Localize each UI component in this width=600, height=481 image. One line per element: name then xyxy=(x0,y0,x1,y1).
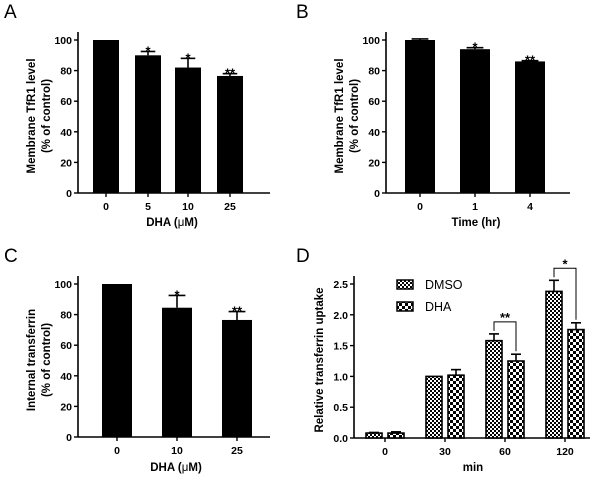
panel-b-bar-4 xyxy=(515,61,545,193)
panel-d-ytick-label: 1.0 xyxy=(333,371,348,383)
panel-c-ytick-label: 0 xyxy=(66,432,72,444)
panel-c-bar-10 xyxy=(162,307,192,437)
panel-a-significance-marker: ** xyxy=(225,66,236,81)
panel-c-ytick-label: 80 xyxy=(60,310,72,322)
panel-b-ytick-label: 40 xyxy=(368,127,380,139)
panel-c-xlabel-unit: μ xyxy=(182,462,189,474)
panel-d-bar-dmso-30 xyxy=(425,375,443,439)
panel-d-bar-dmso-0 xyxy=(365,432,383,439)
panel-d-bar-dha-30 xyxy=(447,374,465,439)
panel-letter-d: D xyxy=(296,246,310,267)
panel-b-ytick-label: 80 xyxy=(368,66,380,78)
panel-c-significance-marker: * xyxy=(174,287,180,302)
panel-d-ytick-label: 2.0 xyxy=(333,310,348,322)
panel-d-xtick-label: 0 xyxy=(382,446,388,458)
panel-d-ytick-label: 2.5 xyxy=(333,279,348,291)
panel-d-ytick-label: 0.5 xyxy=(333,402,348,414)
panel-c-bar-0 xyxy=(102,284,132,437)
panel-a-ytick-label: 80 xyxy=(60,66,72,78)
panel-a-xtick-label: 5 xyxy=(145,201,151,213)
panel-a-ylabel-line2: (% of control) xyxy=(41,79,53,153)
panel-a-xlabel-prefix: DHA ( xyxy=(146,217,178,229)
panel-c-ytick-label: 40 xyxy=(60,371,72,383)
panel-c-ytick-label: 20 xyxy=(60,401,72,413)
panel-a-xtick-label: 10 xyxy=(182,201,194,213)
panel-d-bar-dha-0 xyxy=(387,432,405,439)
panel-letter-b: B xyxy=(296,2,309,23)
panel-b-xtick-label: 1 xyxy=(472,201,478,213)
legend-swatch-dmso xyxy=(396,279,414,290)
panel-a-xlabel-unit: μ xyxy=(178,217,185,229)
panel-c-ytick-label: 100 xyxy=(54,279,72,291)
legend-label-dmso: DMSO xyxy=(425,278,463,292)
panel-b-ytick-label: 0 xyxy=(374,188,380,200)
panel-a-xlabel-suffix: M) xyxy=(184,217,198,229)
panel-a-ytick-label: 0 xyxy=(66,188,72,200)
panel-d-significance-marker: * xyxy=(562,256,568,271)
panel-letter-c: C xyxy=(4,246,18,267)
panel-a-xlabel: DHA (μM) xyxy=(146,217,198,229)
panel-b-xtick-label: 4 xyxy=(527,201,533,213)
panel-d-significance-marker: ** xyxy=(500,310,511,325)
panel-c-xtick-label: 10 xyxy=(171,445,183,457)
panel-b-significance-marker: * xyxy=(472,40,478,55)
panel-a-ytick-label: 100 xyxy=(54,35,72,47)
panel-c-significance-marker: ** xyxy=(232,304,243,319)
panel-a-ytick-label: 40 xyxy=(60,127,72,139)
panel-a-chart: Membrane TfR1 level (% of control) DHA (… xyxy=(26,32,270,229)
panel-d-ytick-label: 1.5 xyxy=(333,341,348,353)
panel-b-ylabel-line1: Membrane TfR1 level xyxy=(334,58,346,173)
panel-b-bar-1 xyxy=(460,49,490,194)
panel-a-xtick-label: 25 xyxy=(224,201,236,213)
panel-b-significance-marker: ** xyxy=(525,53,536,68)
panel-a-bar-25 xyxy=(217,75,243,193)
panel-a-significance-marker: * xyxy=(185,50,191,65)
panel-a-xtick-label: 0 xyxy=(103,201,109,213)
panel-b-ytick-label: 100 xyxy=(362,35,380,47)
panel-d-bar-dmso-120 xyxy=(545,290,563,439)
panel-d-significance-bracket xyxy=(493,321,517,352)
panel-d-xlabel: min xyxy=(463,462,483,474)
panel-d-chart: Relative transferrin uptake min DMSO DHA… xyxy=(314,256,590,474)
panel-a-bar-0 xyxy=(93,40,119,193)
panel-c-chart: Internal transferrin (% of control) DHA … xyxy=(26,276,270,474)
panel-b-bar-0 xyxy=(405,40,435,193)
panel-d-significance-bracket xyxy=(553,267,577,320)
panel-c-ylabel-line2: (% of control) xyxy=(41,323,53,397)
panel-c-xlabel-suffix: M) xyxy=(188,462,202,474)
panel-letter-a: A xyxy=(4,2,17,23)
panel-d-xtick-label: 60 xyxy=(499,446,511,458)
legend-swatch-dha xyxy=(396,301,414,312)
panel-a-ytick-label: 60 xyxy=(60,96,72,108)
panel-c-ylabel-line1: Internal transferrin xyxy=(26,309,38,411)
panel-b-chart: Membrane TfR1 level (% of control) Time … xyxy=(334,32,570,229)
panel-b-ytick-label: 60 xyxy=(368,96,380,108)
panel-d-bar-dha-60 xyxy=(507,360,525,439)
panel-d-ylabel: Relative transferrin uptake xyxy=(314,287,326,432)
panel-c-xtick-label: 25 xyxy=(231,445,243,457)
panel-d-ytick-label: 0.0 xyxy=(333,433,348,445)
panel-a-bar-5 xyxy=(135,55,161,193)
panel-a-bar-10 xyxy=(175,67,201,193)
panel-c-xlabel-prefix: DHA ( xyxy=(150,462,182,474)
panel-b-ytick-label: 20 xyxy=(368,157,380,169)
panel-d-bar-dmso-60 xyxy=(485,339,503,439)
panel-c-xlabel: DHA (μM) xyxy=(150,462,202,474)
panel-a-ylabel-line1: Membrane TfR1 level xyxy=(26,58,38,173)
panel-d-xtick-label: 120 xyxy=(556,446,574,458)
panel-c-ytick-label: 60 xyxy=(60,340,72,352)
legend-label-dha: DHA xyxy=(425,300,452,314)
panel-d-xtick-label: 30 xyxy=(439,446,451,458)
panel-b-ylabel-line2: (% of control) xyxy=(349,79,361,153)
panel-a-significance-marker: * xyxy=(145,43,151,58)
panel-b-xtick-label: 0 xyxy=(417,201,423,213)
panel-c-bar-25 xyxy=(222,319,252,437)
panel-d-legend: DMSO DHA xyxy=(396,278,463,314)
panel-d-bar-dha-120 xyxy=(567,328,585,439)
panel-a-ytick-label: 20 xyxy=(60,157,72,169)
panel-c-xtick-label: 0 xyxy=(114,445,120,457)
panel-b-xlabel: Time (hr) xyxy=(452,217,501,229)
